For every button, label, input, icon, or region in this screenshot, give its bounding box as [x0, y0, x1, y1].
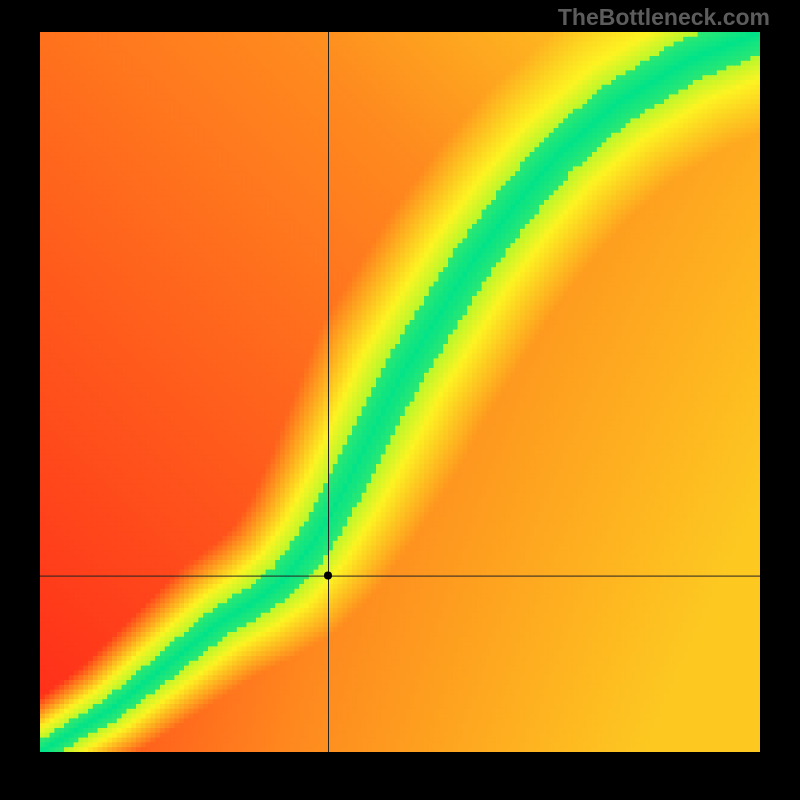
watermark-text: TheBottleneck.com — [558, 4, 770, 31]
bottleneck-heatmap: { "meta": { "type": "heatmap", "source_l… — [0, 0, 800, 800]
heatmap-canvas — [40, 32, 760, 752]
